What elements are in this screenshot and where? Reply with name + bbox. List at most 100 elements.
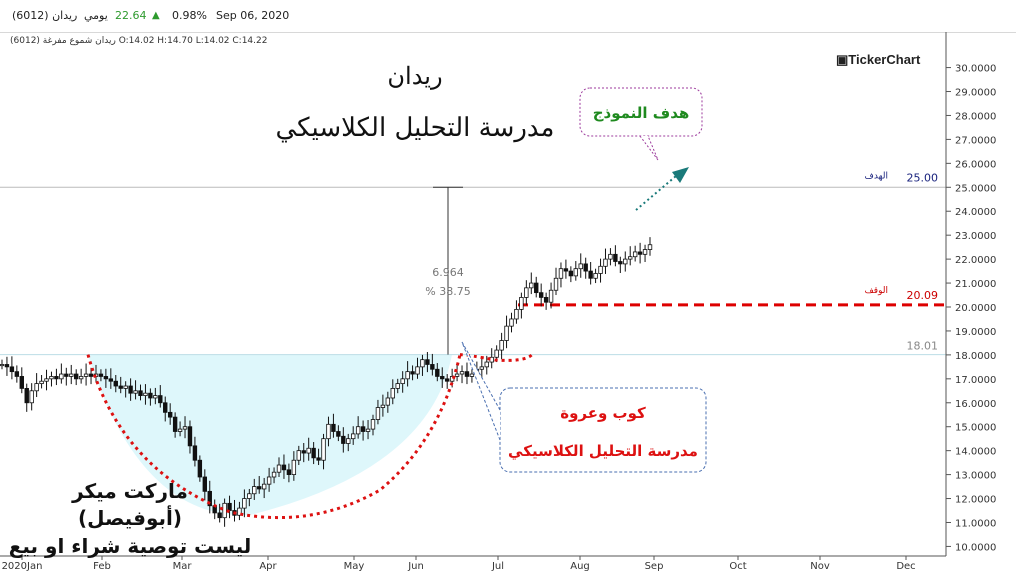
y-tick-label: 27.0000 bbox=[955, 135, 996, 146]
candle-body bbox=[410, 371, 415, 375]
candle-body bbox=[316, 457, 321, 461]
pattern-name: كوب وعروة bbox=[560, 404, 646, 422]
y-tick-label: 12.0000 bbox=[955, 495, 996, 506]
candle-body bbox=[261, 483, 267, 490]
candle-body bbox=[484, 361, 489, 368]
candle-body bbox=[321, 438, 326, 461]
y-tick-label: 24.0000 bbox=[955, 207, 996, 218]
candle-body bbox=[59, 373, 64, 380]
candle-body bbox=[286, 469, 292, 475]
logo-icon: ▣ bbox=[836, 52, 849, 67]
candle-body bbox=[524, 287, 529, 298]
candle-body bbox=[553, 277, 559, 291]
y-tick-label: 10.0000 bbox=[955, 542, 996, 553]
candle-body bbox=[479, 366, 485, 370]
candle-body bbox=[88, 373, 94, 377]
candle-body bbox=[603, 258, 608, 267]
candle-body bbox=[563, 268, 569, 272]
y-tick-label: 23.0000 bbox=[955, 231, 996, 242]
candle-body bbox=[469, 373, 475, 377]
candle-body bbox=[623, 258, 628, 265]
x-tick-label: Feb bbox=[93, 561, 111, 572]
candle-body bbox=[187, 426, 193, 447]
y-tick-label: 18.0000 bbox=[955, 351, 996, 362]
candle-body bbox=[370, 419, 376, 430]
pattern-box bbox=[499, 387, 707, 473]
candle-body bbox=[118, 385, 123, 389]
candle-body bbox=[133, 390, 138, 394]
candle-body bbox=[73, 373, 79, 380]
x-tick-label: Oct bbox=[729, 561, 746, 572]
candle-body bbox=[632, 251, 638, 258]
candle-body bbox=[4, 364, 10, 368]
candle-body bbox=[464, 371, 470, 377]
candle-body bbox=[39, 380, 44, 385]
x-tick-label: May bbox=[344, 561, 365, 572]
candle-body bbox=[415, 366, 420, 375]
candle-body bbox=[642, 249, 648, 255]
candle-body bbox=[143, 392, 148, 396]
candle-body bbox=[158, 395, 163, 404]
candle-body bbox=[237, 507, 242, 516]
candle-body bbox=[637, 251, 643, 255]
candle-body bbox=[98, 373, 104, 377]
candle-body bbox=[440, 376, 445, 380]
x-tick-label: Jun bbox=[407, 561, 424, 572]
candle-body bbox=[276, 464, 282, 473]
candle-body bbox=[390, 388, 395, 399]
candle-body bbox=[449, 376, 455, 382]
candle-body bbox=[242, 498, 247, 509]
candle-body bbox=[499, 340, 504, 351]
candle-body bbox=[54, 376, 59, 380]
y-tick-label: 19.0000 bbox=[955, 327, 996, 338]
candle-body bbox=[405, 371, 410, 380]
candle-body bbox=[336, 431, 341, 437]
target-label: الهدف bbox=[865, 171, 888, 181]
candle-body bbox=[538, 292, 544, 298]
candle-body bbox=[153, 395, 158, 399]
x-tick-label: 2020Jan bbox=[2, 561, 43, 572]
symbol-header: ريدان (6012) يومي 22.64 ▲ 0.98% Sep 06, … bbox=[0, 0, 1016, 33]
x-tick-label: Sep bbox=[645, 561, 664, 572]
candle-body bbox=[301, 450, 306, 454]
y-tick-label: 16.0000 bbox=[955, 399, 996, 410]
candle-body bbox=[341, 435, 346, 444]
candle-body bbox=[435, 368, 440, 377]
candle-body bbox=[311, 447, 316, 459]
symbol-name[interactable]: ريدان (6012) bbox=[12, 9, 78, 22]
measure-value: 6.964 bbox=[432, 266, 464, 279]
candle-body bbox=[197, 459, 203, 478]
candle-body bbox=[613, 253, 618, 262]
candle-body bbox=[0, 364, 5, 367]
candle-body bbox=[44, 378, 49, 382]
candle-body bbox=[598, 265, 603, 274]
candle-body bbox=[227, 502, 232, 511]
candle-body bbox=[494, 349, 499, 358]
candle-body bbox=[291, 459, 297, 475]
candle-body bbox=[375, 407, 381, 420]
cup-curve bbox=[86, 354, 462, 520]
pattern-school: مدرسة التحليل الكلاسيكي bbox=[508, 442, 698, 460]
candle-body bbox=[24, 388, 29, 404]
candle-body bbox=[509, 318, 514, 327]
pattern-box-tail bbox=[461, 341, 501, 441]
y-tick-label: 29.0000 bbox=[955, 88, 996, 99]
candle-body bbox=[608, 253, 613, 260]
candle-body bbox=[573, 268, 579, 277]
y-tick-label: 22.0000 bbox=[955, 255, 996, 266]
candle-body bbox=[593, 273, 598, 279]
candle-body bbox=[519, 297, 524, 310]
candle-body bbox=[83, 373, 89, 377]
candle-body bbox=[459, 371, 465, 375]
candle-body bbox=[618, 261, 623, 265]
candle-body bbox=[444, 378, 450, 382]
candle-body bbox=[534, 282, 539, 294]
candle-body bbox=[380, 404, 386, 408]
candle-body bbox=[331, 423, 336, 432]
candle-body bbox=[202, 476, 208, 492]
candle-body bbox=[266, 476, 272, 485]
candle-body bbox=[420, 359, 425, 368]
candle-body bbox=[217, 512, 222, 519]
period-label[interactable]: يومي bbox=[84, 9, 108, 22]
